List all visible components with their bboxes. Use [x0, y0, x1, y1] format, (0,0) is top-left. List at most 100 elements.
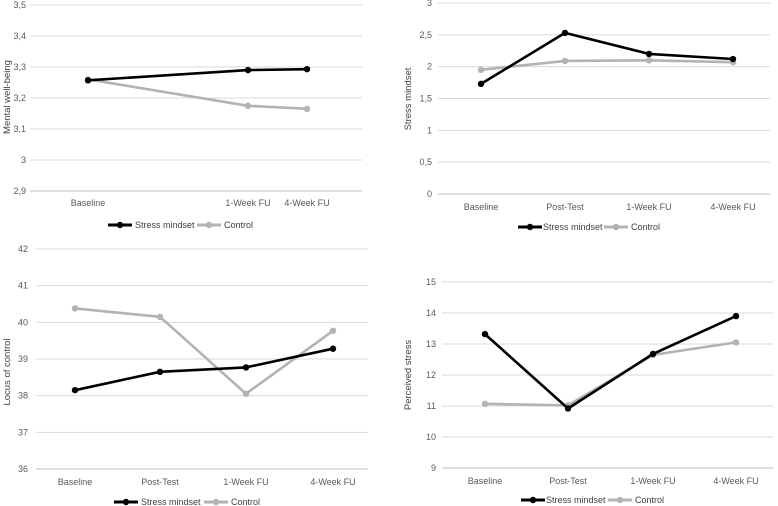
x-tick-label-1-week-fu: 1-Week FU	[630, 476, 675, 486]
legend-label-stress-mindset: Stress mindset	[546, 495, 606, 505]
data-point-control-baseline	[477, 66, 485, 74]
y-tick-label: 1,5	[419, 94, 432, 104]
data-point-stress-mindset-post-test	[564, 405, 572, 412]
legend-marker-control	[616, 496, 624, 504]
y-tick-label: 1	[427, 125, 432, 135]
data-point-stress-mindset-1-week-fu	[244, 66, 252, 74]
y-tick-label: 14	[426, 308, 436, 318]
y-tick-label: 2	[427, 62, 432, 72]
gridlines	[438, 2, 770, 195]
legend: Stress mindset Control	[108, 220, 253, 230]
y-tick-label: 12	[426, 370, 436, 380]
y-tick-label: 2,5	[419, 30, 432, 40]
x-tick-labels: Baseline 1-Week FU 4-Week FU	[71, 198, 330, 208]
y-tick-labels: 36 37 38 39 40 41 42	[18, 244, 28, 474]
data-point-stress-mindset-baseline	[84, 77, 92, 84]
legend-marker-control	[212, 498, 220, 506]
x-tick-label-4-week-fu: 4-Week FU	[713, 476, 758, 486]
legend-marker-stress-mindset	[116, 221, 124, 229]
x-tick-label-1-week-fu: 1-Week FU	[626, 202, 671, 212]
legend-label-control: Control	[635, 495, 664, 505]
x-tick-label-baseline: Baseline	[71, 198, 106, 208]
x-tick-label-4-week-fu: 4-Week FU	[710, 202, 755, 212]
y-axis-label: Mental well-being	[2, 60, 13, 134]
series-line-stress-mindset	[483, 314, 738, 410]
data-point-stress-mindset-4-week-fu	[729, 55, 737, 63]
legend-label-control: Control	[224, 220, 253, 230]
gridlines	[36, 248, 368, 470]
legend-marker-control	[205, 221, 213, 229]
y-tick-label: 3,2	[13, 93, 26, 103]
data-point-control-4-week-fu	[329, 327, 337, 334]
series-group	[84, 65, 311, 113]
x-tick-label-baseline: Baseline	[468, 476, 503, 486]
legend-marker-stress-mindset	[526, 223, 534, 231]
y-tick-label: 3	[21, 155, 26, 165]
data-point-control-post-test	[561, 57, 569, 65]
y-axis-label: Stress mindset	[403, 67, 414, 130]
legend-marker-control	[612, 223, 620, 231]
data-point-stress-mindset-baseline	[477, 80, 485, 88]
data-point-stress-mindset-post-test	[561, 29, 569, 37]
legend-marker-stress-mindset	[529, 496, 537, 504]
data-point-stress-mindset-1-week-fu	[242, 364, 250, 371]
x-tick-label-baseline: Baseline	[464, 202, 499, 212]
y-tick-label: 0	[427, 189, 432, 199]
x-tick-label-baseline: Baseline	[58, 477, 93, 487]
x-tick-label-post-test: Post-Test	[141, 477, 179, 487]
legend-label-control: Control	[231, 497, 260, 506]
data-point-stress-mindset-baseline	[481, 330, 489, 338]
y-tick-label: 3	[427, 0, 432, 8]
y-tick-label: 40	[18, 317, 28, 327]
data-point-control-1-week-fu	[244, 102, 252, 109]
chart-stress-mindset: Stress mindset 0 0,5 1 1,5 2 2,5 3 Baseline Pos…	[403, 0, 770, 232]
gridlines	[442, 281, 773, 469]
x-tick-label-1-week-fu: 1-Week FU	[225, 198, 270, 208]
y-tick-label: 0,5	[419, 157, 432, 167]
legend: Stress mindset Control	[521, 495, 664, 505]
x-tick-labels: Baseline Post-Test 1-Week FU 4-Week FU	[468, 476, 759, 486]
x-tick-label-4-week-fu: 4-Week FU	[284, 198, 329, 208]
data-point-control-post-test	[156, 313, 164, 321]
y-tick-label: 9	[431, 463, 436, 473]
y-tick-labels: 2,9 3 3,1 3,2 3,3 3,4 3,5	[13, 0, 26, 196]
legend-label-stress-mindset: Stress mindset	[543, 222, 603, 232]
data-point-stress-mindset-post-test	[156, 368, 164, 376]
data-point-control-4-week-fu	[303, 105, 311, 113]
x-tick-label-post-test: Post-Test	[549, 476, 587, 486]
data-point-control-baseline	[481, 400, 489, 408]
y-tick-label: 3,3	[13, 62, 26, 72]
data-point-control-1-week-fu	[645, 57, 653, 64]
data-point-control-1-week-fu	[242, 390, 250, 398]
y-tick-label: 15	[426, 277, 436, 287]
data-point-stress-mindset-baseline	[71, 386, 79, 394]
data-point-stress-mindset-4-week-fu	[732, 312, 740, 320]
y-tick-label: 3,1	[13, 124, 26, 134]
y-tick-label: 11	[427, 401, 436, 411]
y-tick-labels: 9 10 11 12 13 14 15	[426, 277, 436, 473]
data-point-control-baseline	[71, 305, 79, 312]
y-tick-label: 37	[18, 427, 28, 437]
legend: Stress mindset Control	[114, 497, 260, 506]
x-tick-label-post-test: Post-Test	[546, 202, 584, 212]
series-line-stress-mindset	[86, 67, 309, 82]
y-tick-label: 3,4	[13, 31, 26, 41]
y-tick-label: 41	[18, 281, 28, 291]
series-group	[477, 29, 737, 88]
y-tick-label: 42	[18, 244, 28, 254]
chart-mental-well-being: Mental well-being 2,9 3 3,1 3,2 3,3 3,4 3,5 Ba…	[2, 0, 362, 230]
chart-perceived-stress: Perceived stress 9 10 11 12 13 14 15 Baseline P…	[403, 277, 773, 505]
series-line-control	[479, 58, 735, 72]
legend-marker-stress-mindset	[122, 498, 130, 506]
x-tick-label-1-week-fu: 1-Week FU	[223, 477, 268, 487]
x-tick-label-4-week-fu: 4-Week FU	[310, 477, 355, 487]
x-tick-labels: Baseline Post-Test 1-Week FU 4-Week FU	[58, 477, 356, 487]
y-tick-label: 13	[426, 339, 436, 349]
series-line-control	[483, 341, 738, 407]
y-tick-label: 38	[18, 391, 28, 401]
chart-locus-of-control: Locus of control 36 37 38 39 40 41 42 Baseline…	[2, 244, 368, 506]
data-point-control-4-week-fu	[732, 339, 740, 346]
y-tick-label: 3,5	[13, 0, 26, 10]
series-group	[71, 305, 337, 398]
